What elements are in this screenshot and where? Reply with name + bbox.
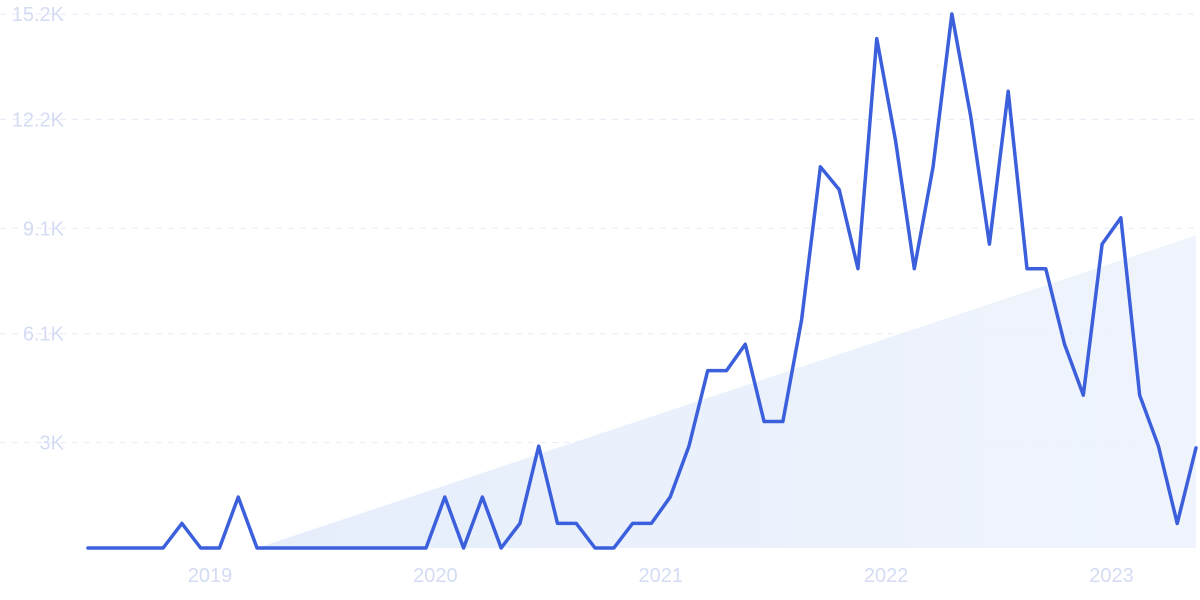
y-axis: 3K 6.1K 9.1K 12.2K 15.2K <box>12 4 65 455</box>
x-tick-label: 2023 <box>1089 565 1134 587</box>
trend-area <box>257 235 1196 548</box>
x-tick-label: 2019 <box>188 565 233 587</box>
series-line <box>86 12 1198 550</box>
y-tick-label: 12.2K <box>12 109 65 131</box>
series-layer <box>86 12 1198 550</box>
y-tick-label: 9.1K <box>23 218 65 240</box>
trend-wedge <box>257 235 1196 548</box>
y-tick-label: 3K <box>40 433 65 455</box>
x-tick-label: 2022 <box>864 565 909 587</box>
x-tick-label: 2021 <box>639 565 684 587</box>
y-tick-label: 15.2K <box>12 4 65 26</box>
x-axis: 2019 2020 2021 2022 2023 <box>188 565 1134 587</box>
y-tick-label: 6.1K <box>23 324 65 346</box>
x-tick-label: 2020 <box>413 565 458 587</box>
